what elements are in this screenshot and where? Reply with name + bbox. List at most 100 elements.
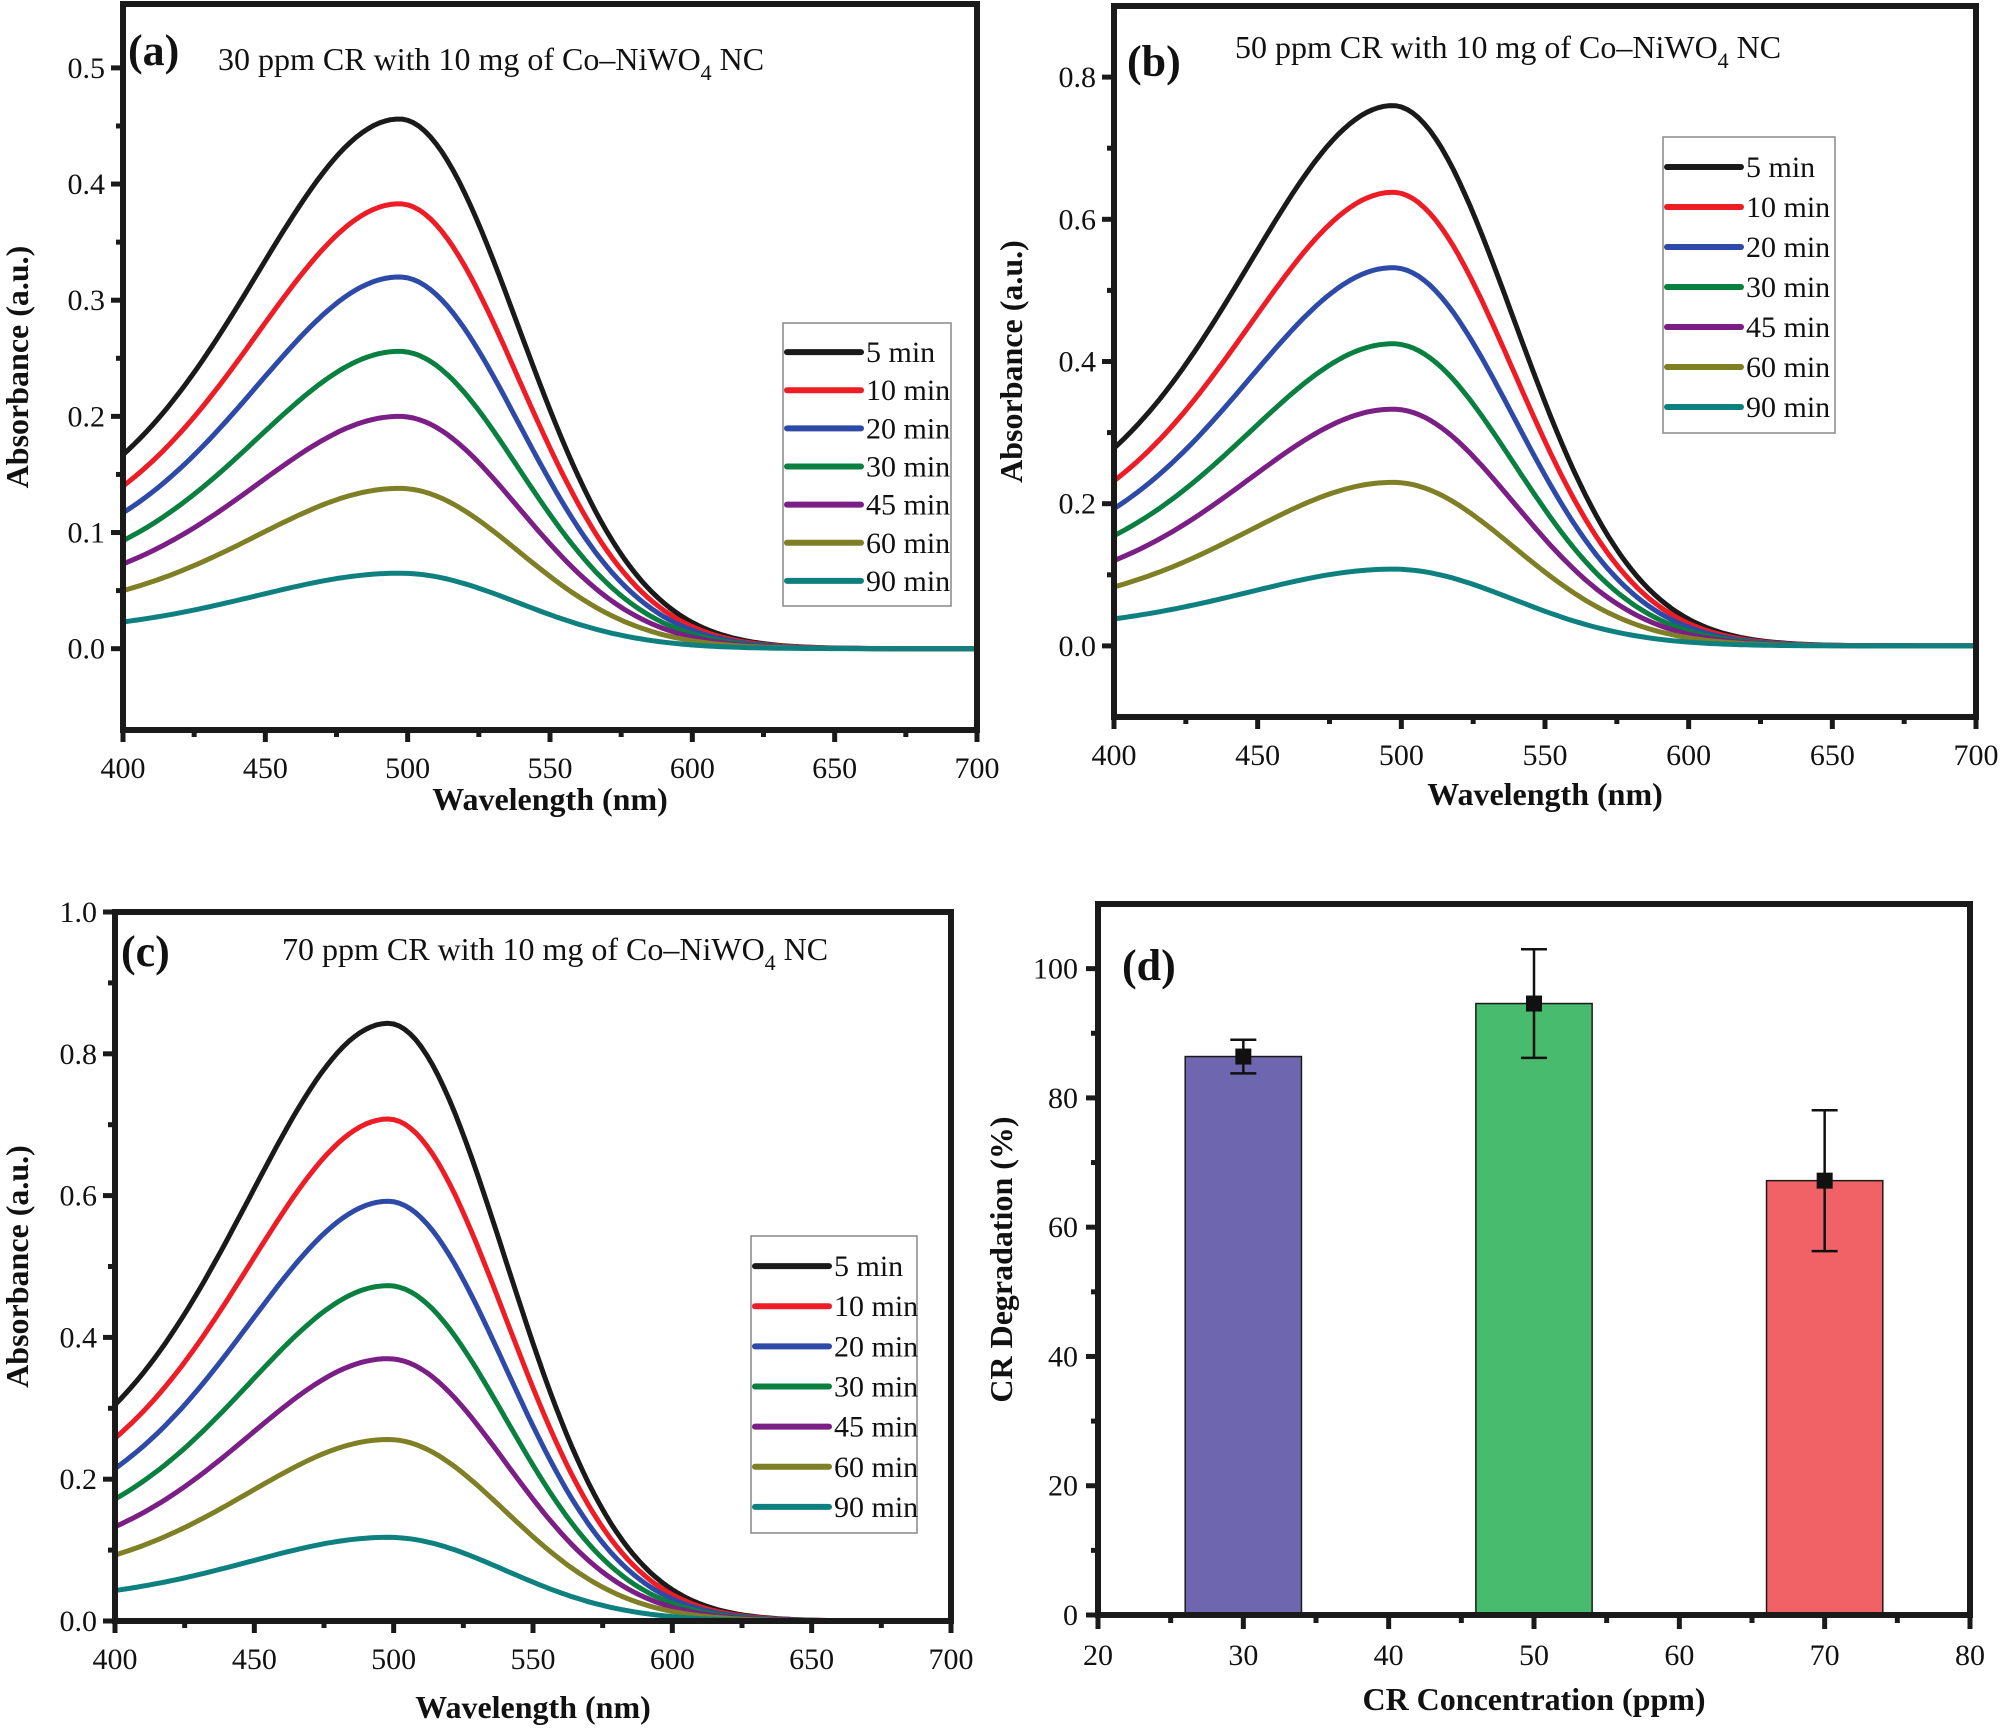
- x-tick-label: 500: [1379, 739, 1424, 772]
- legend-label: 20 min: [866, 412, 950, 445]
- legend-item: 45 min: [784, 489, 950, 522]
- x-tick-label: 700: [929, 1643, 974, 1676]
- x-tick-label: 650: [1810, 739, 1855, 772]
- legend-label: 90 min: [1746, 391, 1830, 424]
- legend-label: 45 min: [866, 489, 950, 522]
- panel-title-tail: NC: [776, 931, 828, 967]
- x-tick-label: 450: [1235, 739, 1280, 772]
- legend-label: 10 min: [866, 374, 950, 407]
- x-tick-label: 500: [385, 752, 430, 785]
- legend-label: 10 min: [834, 1290, 918, 1323]
- x-tick-label: 20: [1083, 1639, 1113, 1672]
- legend-item: 90 min: [784, 565, 950, 598]
- legend: 5 min 10 min 20 min 30 min 45 min 60 min 90 mi…: [1662, 136, 1836, 434]
- y-tick-label: 0.2: [68, 400, 106, 433]
- plot-area: [1114, 103, 1976, 649]
- y-tick-label: 0.0: [60, 1605, 98, 1638]
- panel-label: (d): [1122, 941, 1176, 990]
- plot-area: [123, 116, 977, 652]
- y-tick-label: 0.4: [68, 168, 106, 201]
- x-tick-label: 500: [371, 1643, 416, 1676]
- mean-marker-50ppm: [1526, 995, 1542, 1012]
- legend-label: 30 min: [1746, 271, 1830, 304]
- legend: 5 min 10 min 20 min 30 min 45 min 60 min 90 mi…: [750, 1235, 918, 1534]
- legend-item: 10 min: [784, 374, 950, 407]
- y-axis-title: Absorbance (a.u.): [0, 246, 35, 489]
- x-tick-label: 600: [650, 1643, 695, 1676]
- x-tick-label: 550: [511, 1643, 556, 1676]
- legend-item: 30 min: [784, 451, 950, 484]
- y-tick-label: 0: [1063, 1599, 1078, 1632]
- x-tick-label: 400: [93, 1643, 138, 1676]
- y-tick-label: 0.4: [60, 1321, 98, 1354]
- legend-item: 90 min: [1664, 391, 1830, 424]
- legend-item: 30 min: [1664, 271, 1830, 304]
- y-tick-label: 0.2: [1059, 488, 1097, 521]
- x-tick-label: 450: [232, 1643, 277, 1676]
- panel-label: (c): [121, 927, 170, 976]
- y-tick-label: 0.8: [60, 1038, 98, 1071]
- series-line-90-min: [1114, 566, 1976, 649]
- panel-title-tail: NC: [1729, 29, 1781, 65]
- legend-label: 30 min: [834, 1371, 918, 1404]
- x-tick-label: 650: [789, 1643, 834, 1676]
- legend-item: 60 min: [752, 1451, 918, 1484]
- legend-box: [782, 322, 952, 607]
- legend-label: 20 min: [1746, 231, 1830, 264]
- x-tick-label: 700: [1954, 739, 1999, 772]
- legend-label: 45 min: [1746, 311, 1830, 344]
- panel-title-subscript: 4: [765, 950, 776, 975]
- y-tick-label: 0.3: [68, 284, 106, 317]
- panel-title: 70 ppm CR with 10 mg of Co–NiWO4 NC: [282, 931, 828, 975]
- legend-item: 10 min: [752, 1290, 918, 1323]
- legend-item: 30 min: [752, 1371, 918, 1404]
- y-tick-label: 0.4: [1059, 346, 1097, 379]
- legend: 5 min 10 min 20 min 30 min 45 min 60 min 90 mi…: [782, 322, 952, 607]
- legend-item: 20 min: [784, 412, 950, 445]
- series-line-20-min: [1114, 265, 1976, 649]
- legend-label: 90 min: [834, 1491, 918, 1524]
- legend-label: 30 min: [866, 451, 950, 484]
- x-tick-label: 40: [1374, 1639, 1404, 1672]
- legend-label: 5 min: [1746, 151, 1815, 184]
- panel-title-subscript: 4: [701, 60, 712, 85]
- panel-b-absorbance-50ppm: 400 450 500 550 600 650 700 0.0 0.2 0.4 0.6 0.8 Wave…: [993, 3, 1999, 812]
- y-tick-label: 100: [1033, 953, 1078, 986]
- legend-item: 60 min: [784, 527, 950, 560]
- legend-item: 5 min: [784, 336, 935, 369]
- panel-title: 30 ppm CR with 10 mg of Co–NiWO4 NC: [218, 41, 764, 85]
- y-tick-label: 0.5: [68, 52, 106, 85]
- x-tick-label: 70: [1810, 1639, 1840, 1672]
- x-tick-label: 550: [528, 752, 573, 785]
- y-tick-label: 80: [1048, 1082, 1078, 1115]
- y-tick-label: 0.6: [1059, 203, 1097, 236]
- legend-label: 60 min: [866, 527, 950, 560]
- x-tick-label: 650: [812, 752, 857, 785]
- x-tick-label: 60: [1664, 1639, 1694, 1672]
- panel-title-main: 30 ppm CR with 10 mg of Co–NiWO: [218, 41, 701, 77]
- x-axis-title: Wavelength (nm): [415, 1689, 651, 1725]
- y-tick-label: 0.6: [60, 1180, 98, 1213]
- panel-label: (b): [1127, 37, 1181, 86]
- legend-item: 10 min: [1664, 191, 1830, 224]
- y-axis-title: Absorbance (a.u.): [993, 240, 1029, 483]
- bar-70ppm: [1765, 1179, 1884, 1616]
- legend-label: 45 min: [834, 1411, 918, 1444]
- x-tick-label: 600: [670, 752, 715, 785]
- legend-item: 5 min: [1664, 151, 1815, 184]
- series-line-90-min: [123, 570, 977, 652]
- y-tick-label: 0.0: [68, 633, 106, 666]
- legend-item: 90 min: [752, 1491, 918, 1524]
- x-tick-label: 700: [955, 752, 1000, 785]
- panel-title-subscript: 4: [1718, 48, 1729, 73]
- x-axis-title: Wavelength (nm): [432, 781, 668, 817]
- x-tick-label: 400: [1092, 739, 1137, 772]
- y-axis-title: Absorbance (a.u.): [0, 1145, 35, 1388]
- y-tick-label: 0.1: [68, 517, 106, 550]
- y-tick-label: 1.0: [60, 896, 98, 929]
- panel-c-absorbance-70ppm: 400 450 500 550 600 650 700 0.0 0.2 0.4 0.6 0.8 1.0 W…: [0, 896, 974, 1725]
- bar-50ppm: [1475, 1002, 1593, 1616]
- legend-item: 20 min: [752, 1330, 918, 1363]
